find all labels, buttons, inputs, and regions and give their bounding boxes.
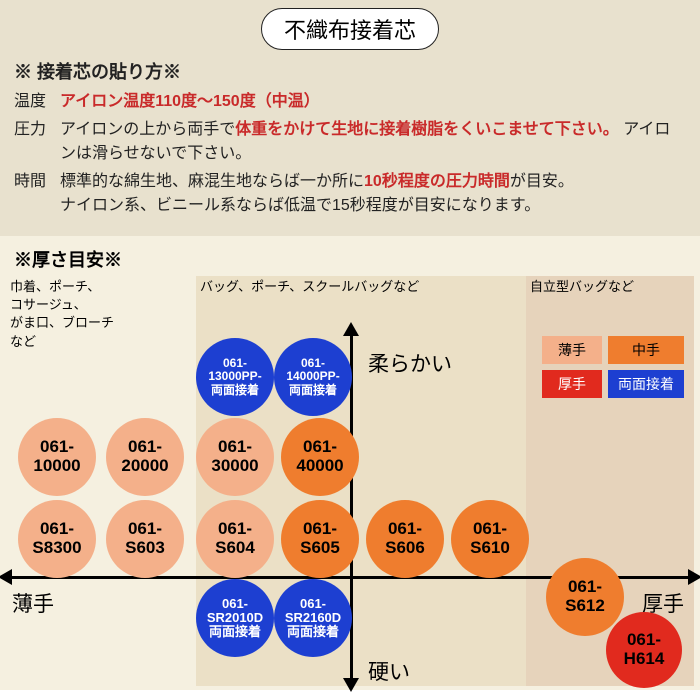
inst-time-em: 10秒程度の圧力時間: [364, 173, 510, 190]
chart-area: 巾着、ポーチ、 コサージュ、 がま口、ブローチ など バッグ、ポーチ、スクールバッ…: [6, 276, 694, 686]
axis-label-top: 柔らかい: [368, 348, 452, 378]
product-node: 061-14000PP-両面接着: [274, 338, 352, 416]
thickness-panel: ※厚さ目安※ 巾着、ポーチ、 コサージュ、 がま口、ブローチ など バッグ、ポーチ…: [0, 236, 700, 690]
legend-item: 中手: [608, 336, 684, 364]
axis-label-left: 薄手: [12, 588, 54, 618]
inst-temp-text: アイロン温度110度～150度（中温）: [60, 93, 320, 110]
product-node: 061-S8300: [18, 500, 96, 578]
product-node: 061-20000: [106, 418, 184, 496]
product-node: 061-S605: [281, 500, 359, 578]
product-node: 061-SR2010D両面接着: [196, 579, 274, 657]
inst-press-label: 圧力: [14, 118, 60, 166]
how-header: ※ 接着芯の貼り方※: [14, 58, 686, 84]
legend-item: 両面接着: [608, 370, 684, 398]
title-pill: 不織布接着芯: [261, 8, 439, 50]
legend-item: 薄手: [542, 336, 602, 364]
inst-time-line2: ナイロン系、ビニール系ならば低温で15秒程度が目安になります。: [60, 197, 540, 214]
product-node: 061-S604: [196, 500, 274, 578]
inst-press-em: 体重をかけて生地に接着樹脂をくいこませて下さい。: [235, 121, 619, 138]
instructions-panel: 不織布接着芯 ※ 接着芯の貼り方※ 温度 アイロン温度110度～150度（中温）…: [0, 0, 700, 236]
product-node: 061-H614: [606, 612, 682, 688]
product-node: 061-S610: [451, 500, 529, 578]
zone-label: バッグ、ポーチ、スクールバッグなど: [196, 276, 423, 298]
inst-press: 圧力 アイロンの上から両手で体重をかけて生地に接着樹脂をくいこませて下さい。 ア…: [14, 118, 686, 166]
product-node: 061-13000PP-両面接着: [196, 338, 274, 416]
product-node: 061-30000: [196, 418, 274, 496]
legend-item: 厚手: [542, 370, 602, 398]
zone-label: 自立型バッグなど: [526, 276, 638, 298]
product-node: 061-S612: [546, 558, 624, 636]
inst-temp-label: 温度: [14, 90, 60, 114]
inst-time-label: 時間: [14, 170, 60, 218]
zone-label: 巾着、ポーチ、 コサージュ、 がま口、ブローチ など: [6, 276, 118, 353]
product-node: 061-10000: [18, 418, 96, 496]
inst-temp: 温度 アイロン温度110度～150度（中温）: [14, 90, 686, 114]
inst-time-pre: 標準的な綿生地、麻混生地ならば一か所に: [60, 173, 364, 190]
inst-time-post: が目安。: [510, 173, 574, 190]
legend: 薄手中手厚手両面接着: [542, 336, 684, 398]
product-node: 061-40000: [281, 418, 359, 496]
thickness-header: ※厚さ目安※: [14, 246, 694, 272]
axis-label-bottom: 硬い: [368, 656, 410, 686]
product-node: 061-S603: [106, 500, 184, 578]
inst-press-pre: アイロンの上から両手で: [60, 121, 235, 138]
inst-time: 時間 標準的な綿生地、麻混生地ならば一か所に10秒程度の圧力時間が目安。 ナイロ…: [14, 170, 686, 218]
product-node: 061-SR2160D両面接着: [274, 579, 352, 657]
product-node: 061-S606: [366, 500, 444, 578]
